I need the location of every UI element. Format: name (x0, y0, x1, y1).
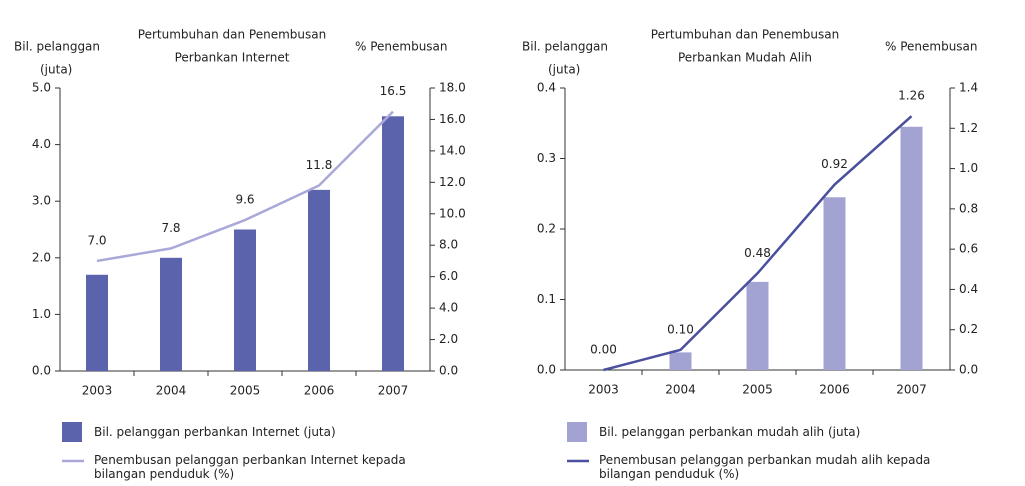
bar (160, 257, 182, 371)
y2-tick-label: 0.2 (959, 322, 978, 336)
y-tick-label: 0.3 (537, 151, 556, 165)
y-tick-label: 0.4 (537, 81, 556, 95)
data-label: 16.5 (380, 84, 407, 98)
legend-label: Penembusan pelanggan perbankan mudah ali… (599, 453, 931, 481)
bar (900, 126, 923, 371)
y2-tick-label: 12.0 (439, 175, 466, 189)
y2-tick-label: 14.0 (439, 143, 466, 157)
y-tick-label: 0.1 (537, 292, 556, 306)
y-tick-label: 0.2 (537, 222, 556, 236)
y2-tick-label: 0.8 (959, 201, 978, 215)
data-label: 7.0 (87, 233, 106, 247)
y-axis-label: Bil. pelanggan (522, 40, 608, 54)
y2-tick-label: 18.0 (439, 81, 466, 95)
y-tick-label: 4.0 (32, 137, 51, 151)
y2-tick-label: 1.0 (959, 161, 978, 175)
legend-swatch (567, 422, 587, 442)
y2-axis-label: % Penembusan (885, 40, 978, 54)
y2-tick-label: 2.0 (439, 332, 458, 346)
chart-title: Perbankan Mudah Alih (678, 51, 812, 65)
bar (746, 281, 769, 370)
y-tick-label: 0.0 (32, 364, 51, 378)
data-label: 7.8 (161, 221, 180, 235)
y2-tick-label: 0.6 (959, 242, 978, 256)
x-tick-label: 2003 (588, 383, 619, 397)
data-label: 0.48 (744, 246, 771, 260)
chart-title: Pertumbuhan dan Penembusan (138, 28, 326, 42)
bar (382, 116, 404, 371)
y-tick-label: 3.0 (32, 194, 51, 208)
x-tick-label: 2003 (82, 384, 113, 398)
x-tick-label: 2007 (378, 384, 409, 398)
x-tick-label: 2007 (896, 383, 927, 397)
line (603, 115, 913, 372)
line (96, 110, 394, 263)
y2-tick-label: 0.4 (959, 282, 978, 296)
y2-tick-label: 6.0 (439, 269, 458, 283)
bar (669, 352, 692, 370)
y-tick-label: 2.0 (32, 250, 51, 264)
x-tick-label: 2005 (742, 383, 773, 397)
legend-label: Bil. pelanggan perbankan Internet (juta) (94, 425, 336, 439)
x-tick-label: 2004 (156, 384, 187, 398)
y2-tick-label: 1.4 (959, 81, 978, 95)
y-axis-label: (juta) (40, 63, 72, 77)
bar (86, 274, 108, 371)
x-tick-label: 2006 (304, 384, 335, 398)
bar (234, 229, 256, 371)
y2-tick-label: 0.0 (439, 364, 458, 378)
data-label: 11.8 (306, 158, 333, 172)
y-axis-label: (juta) (548, 63, 580, 77)
x-tick-label: 2005 (230, 384, 261, 398)
bar (308, 189, 330, 371)
y-tick-label: 0.0 (537, 363, 556, 377)
y2-tick-label: 4.0 (439, 301, 458, 315)
y2-tick-label: 0.0 (959, 363, 978, 377)
x-tick-label: 2006 (819, 383, 850, 397)
y-tick-label: 5.0 (32, 81, 51, 95)
legend-swatch (62, 422, 82, 442)
y-axis-label: Bil. pelanggan (14, 40, 100, 54)
data-label: 0.00 (590, 343, 617, 357)
y2-tick-label: 8.0 (439, 238, 458, 252)
data-label: 9.6 (235, 193, 254, 207)
chart-title: Perbankan Internet (175, 51, 290, 65)
y-tick-label: 1.0 (32, 307, 51, 321)
y2-tick-label: 1.2 (959, 121, 978, 135)
legend-label: Penembusan pelanggan perbankan Internet … (94, 453, 406, 481)
data-label: 0.10 (667, 322, 694, 336)
legend-label: Bil. pelanggan perbankan mudah alih (jut… (599, 425, 861, 439)
y2-tick-label: 16.0 (439, 112, 466, 126)
data-label: 1.26 (898, 89, 925, 103)
data-label: 0.92 (821, 157, 848, 171)
chart-title: Pertumbuhan dan Penembusan (651, 28, 839, 42)
x-tick-label: 2004 (665, 383, 696, 397)
y2-tick-label: 10.0 (439, 206, 466, 220)
bar (823, 197, 846, 370)
y2-axis-label: % Penembusan (355, 40, 448, 54)
